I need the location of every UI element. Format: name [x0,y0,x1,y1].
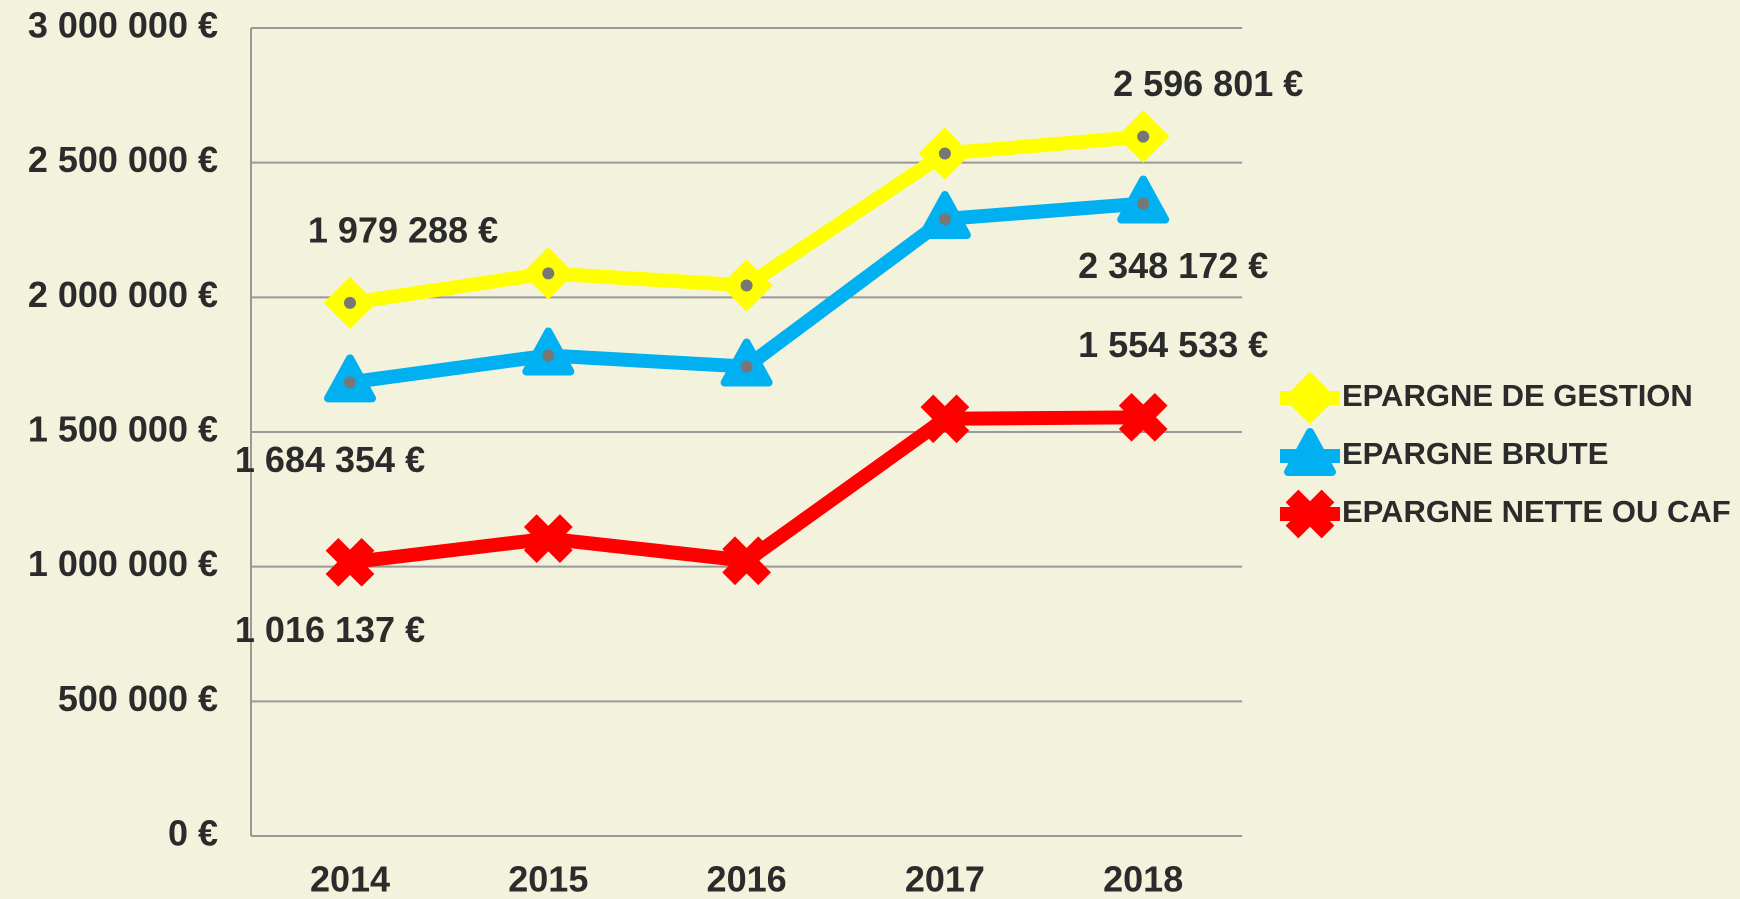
data-label: 2 348 172 € [1078,245,1268,286]
y-tick-label: 1 500 000 € [28,409,218,450]
y-tick-label: 1 000 000 € [28,543,218,584]
x-tick-label: 2016 [707,859,787,899]
y-tick-label: 3 000 000 € [28,5,218,46]
data-point [722,536,771,586]
point-center [938,212,951,225]
legend-marker [1284,428,1336,476]
series-line [349,410,1144,570]
legend-marker [1285,489,1335,539]
point-center [1137,197,1150,210]
legend-marker [1283,371,1337,425]
data-label: 1 554 533 € [1078,324,1268,365]
data-label: 2 596 801 € [1113,63,1303,104]
data-label: 1 684 354 € [235,439,425,480]
point-center [740,360,753,373]
data-point [1118,392,1168,442]
data-point [325,537,375,587]
data-label: 1 016 137 € [235,609,425,650]
point-center [344,376,356,389]
x-tick-label: 2015 [508,859,588,899]
data-label: 1 979 288 € [308,209,498,250]
y-tick-label: 0 € [168,813,218,854]
point-center [740,279,753,292]
point-center [938,147,951,160]
point-center [542,349,555,362]
point-center [344,296,356,309]
data-point [523,514,573,564]
legend-label: EPARGNE NETTE OU CAF [1342,494,1731,529]
legend-label: EPARGNE DE GESTION [1342,378,1693,413]
point-center [542,267,555,280]
x-tick-label: 2017 [905,859,985,899]
data-point [920,394,970,444]
x-tick-label: 2014 [310,859,390,899]
y-tick-label: 500 000 € [58,678,218,719]
legend-label: EPARGNE BRUTE [1342,436,1608,471]
y-tick-label: 2 500 000 € [28,139,218,180]
point-center [1137,130,1150,143]
x-tick-label: 2018 [1103,859,1183,899]
y-tick-label: 2 000 000 € [28,274,218,315]
